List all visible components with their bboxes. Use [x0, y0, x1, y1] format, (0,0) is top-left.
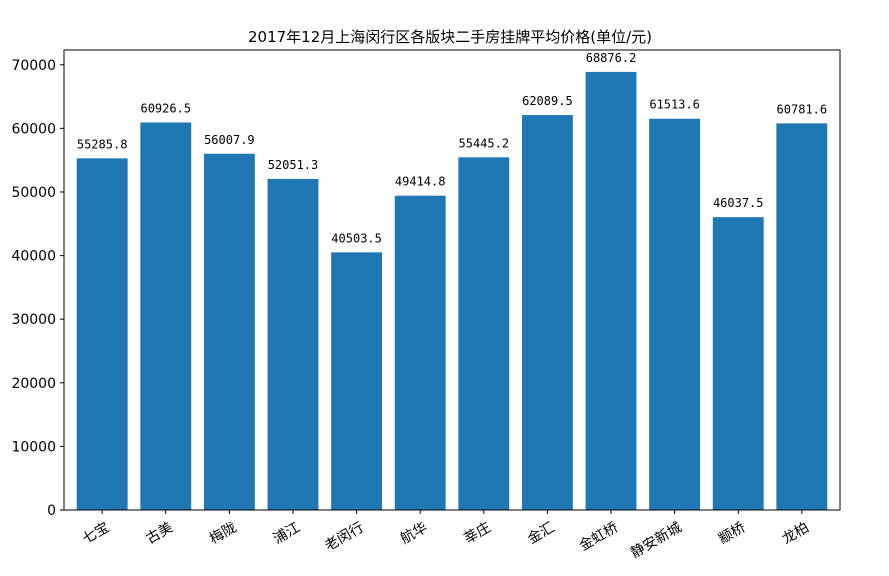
x-tick-label: 古美 — [144, 520, 176, 548]
x-tick-label: 梅陇 — [207, 520, 239, 548]
data-label: 61513.6 — [649, 98, 700, 112]
bar-金汇 — [521, 115, 573, 510]
data-label: 56007.9 — [204, 133, 255, 147]
plot-frame — [63, 49, 841, 511]
x-tick-label: 航华 — [398, 520, 430, 548]
bar-梅陇 — [203, 153, 255, 510]
bar-航华 — [394, 195, 446, 510]
data-label: 60781.6 — [777, 102, 828, 116]
bars-group: 55285.8 60926.5 56007.9 52051.3 40503.5 49414… — [76, 51, 828, 511]
bar-老闵行 — [331, 252, 383, 510]
x-tick-label: 金汇 — [525, 520, 557, 548]
y-tick-label: 50000 — [11, 185, 56, 201]
data-label: 40503.5 — [331, 231, 382, 245]
bar-古美 — [140, 122, 192, 510]
data-label: 55285.8 — [77, 137, 128, 151]
bar-莘庄 — [458, 157, 510, 510]
y-tick-label: 60000 — [11, 121, 56, 137]
bar-金虹桥 — [585, 71, 637, 511]
y-tick-label: 30000 — [11, 312, 56, 328]
y-tick-label: 0 — [47, 503, 56, 519]
data-label: 68876.2 — [586, 51, 637, 65]
x-tick-label: 金虹桥 — [577, 520, 621, 555]
x-tick-label: 七宝 — [80, 520, 112, 548]
data-label: 46037.5 — [713, 196, 764, 210]
y-tick-label: 70000 — [11, 58, 56, 74]
bar-静安新城 — [649, 118, 701, 511]
y-axis: 0 10000 20000 30000 40000 50000 60000 70000 — [11, 58, 64, 519]
bar-浦江 — [267, 178, 319, 511]
chart-title: 2017年12月上海闵行区各版块二手房挂牌平均价格(单位/元) — [248, 28, 652, 46]
x-tick-label: 老闵行 — [322, 520, 366, 555]
x-tick-label: 龙柏 — [780, 520, 812, 548]
y-tick-label: 40000 — [11, 249, 56, 265]
data-label: 60926.5 — [140, 101, 191, 115]
bar-颛桥 — [712, 217, 764, 511]
data-label: 62089.5 — [522, 94, 573, 108]
x-tick-label: 颛桥 — [716, 520, 748, 548]
data-label: 52051.3 — [268, 158, 319, 172]
y-tick-label: 20000 — [11, 376, 56, 392]
y-tick-label: 10000 — [11, 439, 56, 455]
data-label: 49414.8 — [395, 175, 446, 189]
x-axis: 七宝 古美 梅陇 浦江 老闵行 航华 莘庄 金汇 金虹桥 静安新城 颛桥 龙柏 — [80, 510, 812, 561]
x-tick-label: 浦江 — [271, 520, 303, 548]
x-tick-label: 莘庄 — [461, 519, 494, 548]
x-tick-label: 静安新城 — [628, 520, 684, 562]
bar-龙柏 — [776, 123, 828, 510]
data-label: 55445.2 — [459, 136, 510, 150]
bar-七宝 — [76, 158, 128, 510]
